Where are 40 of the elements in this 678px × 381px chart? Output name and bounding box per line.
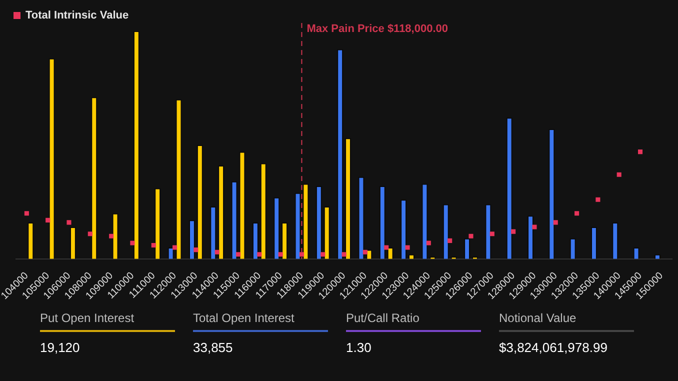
- point: [490, 232, 494, 236]
- point: [24, 211, 29, 216]
- point: [278, 252, 283, 257]
- point: [448, 238, 452, 243]
- text: 33,855: [193, 340, 234, 355]
- point: [130, 240, 135, 246]
- text: $3,824,061,978.99: [499, 340, 608, 355]
- point: [405, 245, 410, 250]
- point: [553, 220, 558, 225]
- point: [299, 252, 304, 257]
- point: [638, 150, 643, 154]
- point: [46, 218, 50, 222]
- text: Total Open Interest: [193, 311, 328, 332]
- ref-line-label: Max Pain Price $118,000.00: [306, 23, 448, 36]
- point: [151, 242, 156, 248]
- point: [574, 211, 580, 216]
- point: [616, 172, 622, 177]
- point: [109, 234, 114, 238]
- point: [342, 252, 346, 257]
- point: [88, 232, 92, 236]
- text: 19,120: [40, 340, 81, 355]
- point: [384, 245, 389, 250]
- point: [66, 220, 72, 225]
- point: [468, 234, 474, 238]
- point: [214, 250, 220, 254]
- point: [511, 229, 516, 234]
- legend-label: Total Intrinsic Value: [26, 10, 129, 22]
- text: Put Open Interest: [40, 311, 175, 332]
- point: [257, 252, 262, 257]
- text: Notional Value: [499, 311, 634, 332]
- point: [532, 224, 537, 230]
- point: [236, 252, 241, 257]
- text: 1.30: [346, 340, 372, 355]
- point: [320, 252, 326, 257]
- point: [172, 245, 178, 250]
- point: [426, 240, 431, 246]
- point: [194, 248, 198, 252]
- point: [596, 197, 600, 202]
- point: [362, 250, 368, 254]
- text: Put/Call Ratio: [346, 311, 481, 332]
